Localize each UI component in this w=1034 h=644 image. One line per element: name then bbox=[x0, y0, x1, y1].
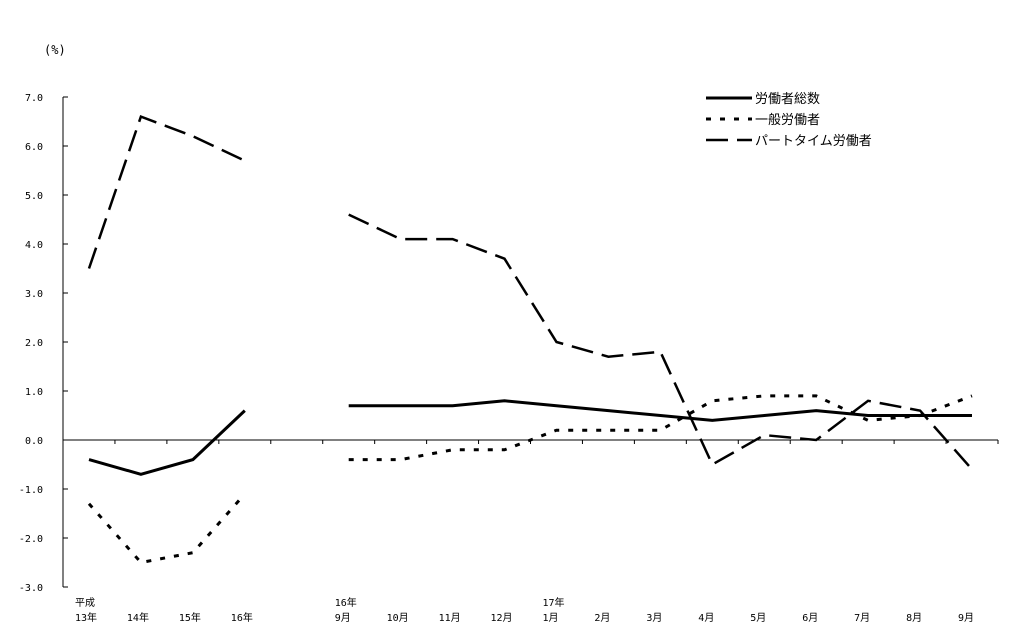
x-tick-label: 13年 bbox=[75, 611, 97, 624]
y-tick-label: 0.0 bbox=[25, 436, 43, 447]
y-tick-label: -2.0 bbox=[19, 534, 43, 545]
series-line-2 bbox=[89, 117, 245, 269]
y-axis-unit-label: (%) bbox=[44, 43, 66, 57]
x-tick-label: 5月 bbox=[750, 612, 766, 624]
y-tick-label: 7.0 bbox=[25, 93, 43, 104]
y-tick-label: 5.0 bbox=[25, 191, 43, 202]
y-tick-label: 6.0 bbox=[25, 142, 43, 153]
x-tick-label-top: 平成 bbox=[75, 597, 95, 609]
series-line-1 bbox=[89, 494, 245, 563]
x-tick-label: 2月 bbox=[594, 612, 610, 624]
y-tick-label: 4.0 bbox=[25, 240, 43, 251]
x-tick-label: 3月 bbox=[646, 612, 662, 624]
y-tick-labels: 7.0 6.0 5.0 4.0 3.0 2.0 1.0 0.0 -1.0 -2.0 -3.0 bbox=[19, 93, 43, 594]
x-tick-label: 1月 bbox=[542, 612, 558, 624]
x-tick-label-top: 16年 bbox=[335, 596, 357, 609]
x-tick-label: 8月 bbox=[906, 612, 922, 624]
x-tick-label: 9月 bbox=[958, 612, 974, 624]
x-tick-labels: 平成 13年 14年 15年 16年 16年 9月 10月 11月 12月 17年 1月 2月 3月 4月 5… bbox=[75, 596, 974, 624]
series-lines bbox=[89, 117, 972, 563]
axes bbox=[63, 97, 998, 587]
series-line-0 bbox=[349, 401, 972, 421]
x-tick-label: 14年 bbox=[127, 611, 149, 624]
y-tick-label: 1.0 bbox=[25, 387, 43, 398]
x-tick-label-top: 17年 bbox=[542, 596, 564, 609]
y-tick-label: -1.0 bbox=[19, 485, 43, 496]
x-tick-label: 10月 bbox=[387, 612, 409, 624]
y-tick-label: 2.0 bbox=[25, 338, 43, 349]
x-tick-label: 15年 bbox=[179, 611, 201, 624]
x-tick-label: 4月 bbox=[698, 612, 714, 624]
series-line-2 bbox=[349, 215, 972, 470]
x-tick-label: 11月 bbox=[439, 612, 461, 624]
legend-label: パートタイム労働者 bbox=[755, 134, 872, 149]
x-tick-label: 12月 bbox=[491, 612, 513, 624]
y-tick-label: -3.0 bbox=[19, 583, 43, 594]
x-tick-label: 9月 bbox=[335, 612, 351, 624]
legend-label: 一般労働者 bbox=[755, 112, 820, 128]
x-tick-label: 16年 bbox=[231, 611, 253, 624]
y-tick-label: 3.0 bbox=[25, 289, 43, 300]
x-tick-label: 6月 bbox=[802, 612, 818, 624]
legend-label: 労働者総数 bbox=[755, 92, 820, 107]
x-tick-label: 7月 bbox=[854, 612, 870, 624]
